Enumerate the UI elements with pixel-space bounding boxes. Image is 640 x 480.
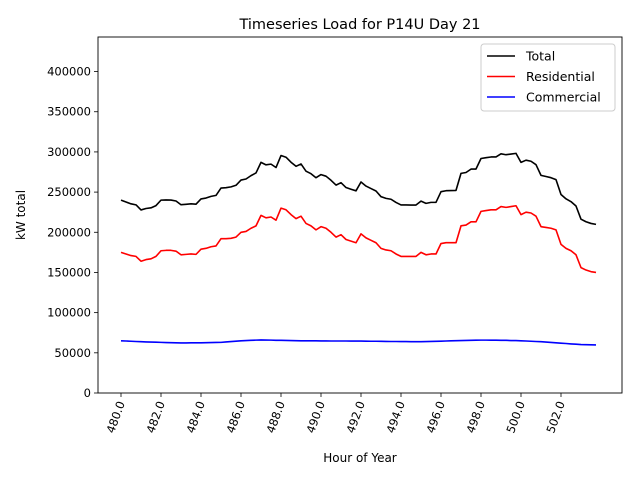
axes-frame xyxy=(97,36,623,394)
y-tick-label: 150000 xyxy=(47,265,91,279)
y-tick-label: 300000 xyxy=(47,145,91,159)
series-line-total xyxy=(120,152,597,226)
y-tick-label: 0 xyxy=(84,386,91,400)
y-tick-label: 50000 xyxy=(54,346,91,360)
y-tick-label: 100000 xyxy=(47,306,91,320)
legend-label-residential: Residential xyxy=(526,69,595,84)
series-line-commercial xyxy=(120,339,597,346)
chart-title: Timeseries Load for P14U Day 21 xyxy=(238,17,480,33)
legend-label-total: Total xyxy=(525,49,555,64)
legend: Total Residential Commercial xyxy=(480,43,616,112)
legend-box xyxy=(480,43,616,112)
y-tick-label: 350000 xyxy=(47,105,91,119)
plot-lines xyxy=(120,152,597,346)
y-tick-label: 250000 xyxy=(47,185,91,199)
y-axis-label: kW total xyxy=(14,190,28,240)
legend-label-commercial: Commercial xyxy=(526,90,601,105)
y-tick-label: 200000 xyxy=(47,225,91,239)
y-axis: 0 50000 100000 150000 200000 250000 300000 3500… xyxy=(47,65,98,400)
series-line-residential xyxy=(120,204,597,274)
x-axis-label: Hour of Year xyxy=(323,451,397,465)
y-tick-label: 400000 xyxy=(47,65,91,79)
